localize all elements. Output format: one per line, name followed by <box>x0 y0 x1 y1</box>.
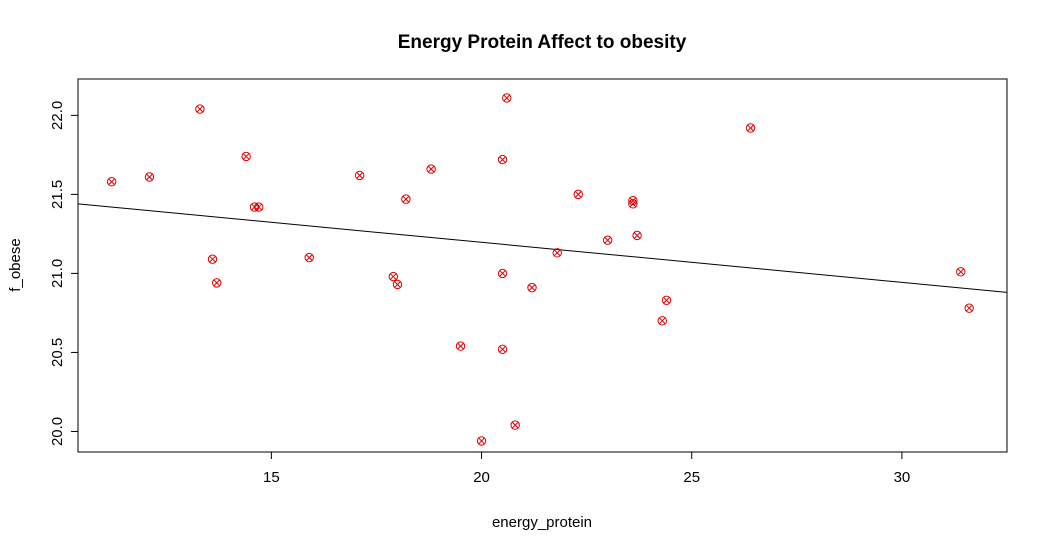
x-tick-label: 30 <box>894 469 911 486</box>
data-point <box>476 436 487 446</box>
data-point <box>956 267 966 277</box>
x-axis: 15 20 25 30 <box>263 451 911 486</box>
y-tick-label: 21.5 <box>49 180 66 209</box>
data-point <box>510 420 520 430</box>
data-point <box>144 172 155 182</box>
data-point <box>212 278 222 288</box>
data-point <box>602 235 613 245</box>
x-tick-label: 25 <box>683 469 700 486</box>
data-point <box>745 123 756 133</box>
data-points <box>106 93 974 446</box>
y-axis-label: f_obese <box>7 238 24 291</box>
data-point <box>628 195 638 206</box>
chart-title: Energy Protein Affect to obesity <box>398 32 687 53</box>
y-tick-label: 21.0 <box>49 259 66 288</box>
data-point <box>964 303 974 313</box>
data-point <box>392 279 403 290</box>
data-point <box>304 252 314 263</box>
data-point <box>657 316 668 326</box>
data-point <box>552 248 562 258</box>
data-point <box>207 254 218 264</box>
data-point <box>241 151 251 162</box>
y-tick-label: 22.0 <box>49 101 66 130</box>
data-point <box>632 230 642 241</box>
data-point <box>502 93 512 103</box>
x-axis-label: energy_protein <box>492 514 592 531</box>
regression-line <box>77 203 1008 293</box>
data-point <box>254 202 264 212</box>
data-point <box>497 154 508 165</box>
regression-line-group <box>77 203 1008 293</box>
data-point <box>354 170 365 181</box>
data-point <box>497 344 508 354</box>
data-point <box>426 164 436 174</box>
x-tick-label: 15 <box>263 469 280 486</box>
data-point <box>401 194 411 204</box>
data-point <box>573 189 583 200</box>
data-point <box>628 199 638 209</box>
data-point <box>195 104 205 114</box>
plot-frame <box>77 78 1008 453</box>
y-tick-label: 20.5 <box>49 338 66 367</box>
y-tick-label: 20.0 <box>49 417 66 446</box>
data-point <box>106 177 117 187</box>
data-point <box>455 341 466 351</box>
data-point <box>388 271 398 282</box>
y-axis: 20.0 20.5 21.0 21.5 22.0 <box>49 101 79 446</box>
x-tick-label: 20 <box>473 469 490 486</box>
data-point <box>497 268 508 279</box>
data-point <box>661 295 672 305</box>
data-point <box>527 282 537 293</box>
